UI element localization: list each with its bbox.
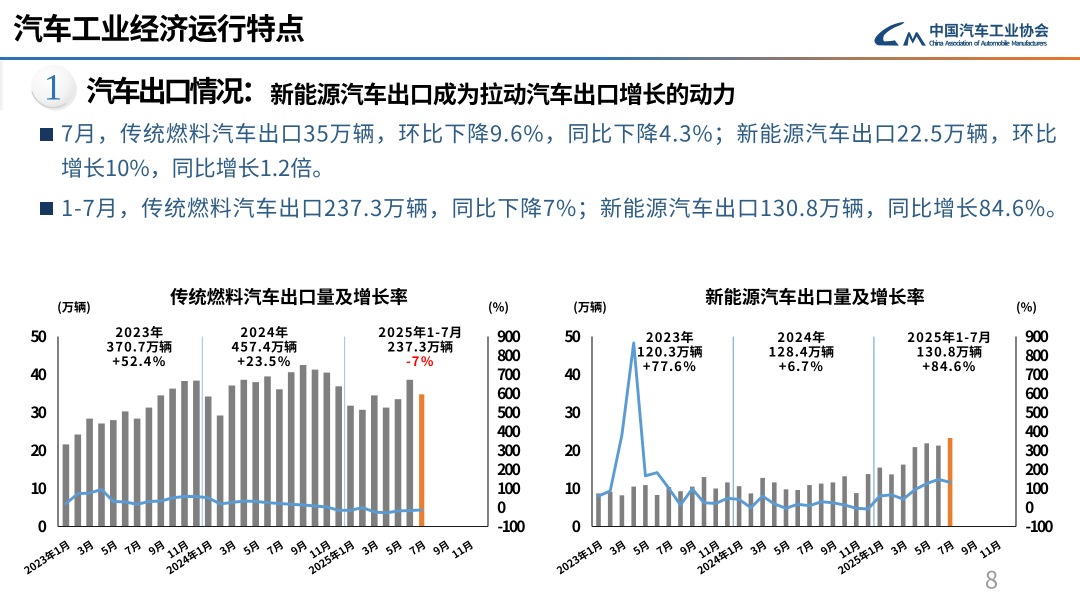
svg-text:1: 1 — [44, 68, 63, 109]
